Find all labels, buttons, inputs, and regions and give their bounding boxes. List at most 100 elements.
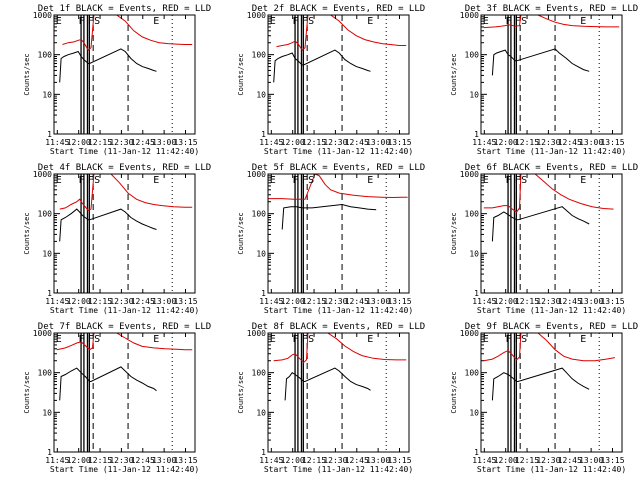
marker-label: F bbox=[506, 16, 512, 27]
x-tick-label: 13:15 bbox=[600, 456, 624, 465]
y-axis-label: Counts/sec bbox=[450, 371, 458, 413]
marker-label: E bbox=[367, 16, 373, 27]
y-axis-label: Counts/sec bbox=[23, 212, 31, 254]
y-tick-label: 10 bbox=[256, 408, 266, 417]
marker-label: E bbox=[580, 175, 586, 186]
axes-frame bbox=[53, 14, 196, 135]
marker-label: E bbox=[483, 175, 489, 186]
lld-series-line bbox=[268, 173, 408, 200]
panel-title: Det 5f BLACK = Events, RED = LLD bbox=[252, 163, 425, 173]
axes-frame bbox=[267, 173, 410, 294]
x-tick-label: 11:45 bbox=[472, 297, 496, 306]
marker-label: E bbox=[153, 175, 159, 186]
x-tick-label: 13:00 bbox=[152, 297, 176, 306]
panel-title: Det 3f BLACK = Events, RED = LLD bbox=[465, 4, 638, 14]
y-tick-label: 10 bbox=[469, 408, 479, 417]
x-axis-label: Start Time (11-Jan-12 11:42:40) bbox=[477, 465, 626, 474]
y-tick-label: 1 bbox=[474, 289, 479, 298]
x-tick-label: 12:00 bbox=[494, 297, 518, 306]
marker-label: F bbox=[302, 16, 308, 27]
x-tick-label: 13:15 bbox=[387, 456, 411, 465]
y-tick-label: 1 bbox=[47, 448, 52, 457]
x-tick-label: 12:45 bbox=[131, 297, 155, 306]
plot-area bbox=[56, 332, 193, 452]
x-axis-label: Start Time (11-Jan-12 11:42:40) bbox=[50, 306, 199, 315]
panel-title: Det 8f BLACK = Events, RED = LLD bbox=[252, 322, 425, 332]
events-series-line bbox=[59, 208, 157, 242]
axes-frame bbox=[53, 332, 196, 453]
marker-label: F bbox=[79, 175, 85, 186]
panel-1: Det 1f BLACK = Events, RED = LLD E F F S E 11:… bbox=[23, 4, 211, 156]
events-series-line bbox=[273, 49, 371, 83]
x-tick-label: 12:15 bbox=[515, 138, 539, 147]
x-tick-label: 12:30 bbox=[536, 456, 560, 465]
marker-label: S bbox=[521, 16, 527, 27]
panel-2: Det 2f BLACK = Events, RED = LLD E F F S E 11:… bbox=[237, 4, 425, 156]
marker-label: E bbox=[270, 334, 276, 345]
y-tick-label: 100 bbox=[465, 369, 480, 378]
y-tick-label: 100 bbox=[38, 51, 53, 60]
marker-label: F bbox=[88, 334, 94, 345]
lld-series-line bbox=[483, 173, 614, 213]
marker-label: S bbox=[308, 16, 314, 27]
panel-7: Det 7f BLACK = Events, RED = LLD E F F S E 11:… bbox=[23, 322, 211, 474]
x-tick-label: 12:15 bbox=[302, 456, 326, 465]
marker-label: F bbox=[515, 16, 521, 27]
y-tick-label: 100 bbox=[252, 51, 267, 60]
events-series-line bbox=[491, 367, 590, 401]
axes-frame bbox=[480, 332, 623, 453]
y-tick-label: 1000 bbox=[33, 329, 52, 338]
events-series-line bbox=[281, 203, 377, 230]
x-tick-label: 12:15 bbox=[302, 297, 326, 306]
x-tick-label: 12:00 bbox=[67, 297, 91, 306]
x-axis-label: Start Time (11-Jan-12 11:42:40) bbox=[264, 306, 413, 315]
y-tick-label: 10 bbox=[42, 249, 52, 258]
y-tick-label: 100 bbox=[38, 210, 53, 219]
y-tick-label: 100 bbox=[252, 369, 267, 378]
x-tick-label: 11:45 bbox=[472, 138, 496, 147]
x-tick-label: 13:15 bbox=[600, 138, 624, 147]
events-series-line bbox=[491, 48, 590, 76]
marker-label: S bbox=[521, 175, 527, 186]
x-tick-label: 11:45 bbox=[45, 297, 69, 306]
events-series-line bbox=[284, 367, 371, 401]
events-series-line bbox=[59, 48, 157, 83]
events-series-line bbox=[491, 206, 590, 242]
marker-label: F bbox=[293, 16, 299, 27]
axes-frame bbox=[480, 14, 623, 135]
plot-area bbox=[273, 332, 407, 452]
x-axis-label: Start Time (11-Jan-12 11:42:40) bbox=[50, 147, 199, 156]
y-tick-label: 1000 bbox=[460, 170, 479, 179]
x-tick-label: 12:00 bbox=[494, 456, 518, 465]
y-tick-label: 100 bbox=[465, 51, 480, 60]
y-tick-label: 1 bbox=[261, 289, 266, 298]
lld-series-line bbox=[483, 332, 615, 362]
x-axis-label: Start Time (11-Jan-12 11:42:40) bbox=[264, 147, 413, 156]
y-tick-label: 10 bbox=[256, 90, 266, 99]
panel-title: Det 9f BLACK = Events, RED = LLD bbox=[465, 322, 638, 332]
panel-title: Det 6f BLACK = Events, RED = LLD bbox=[465, 163, 638, 173]
x-axis-label: Start Time (11-Jan-12 11:42:40) bbox=[264, 465, 413, 474]
x-tick-label: 13:00 bbox=[366, 138, 390, 147]
plot-area bbox=[273, 14, 407, 134]
y-tick-label: 1 bbox=[47, 289, 52, 298]
y-tick-label: 1000 bbox=[247, 329, 266, 338]
marker-label: F bbox=[79, 334, 85, 345]
y-tick-label: 100 bbox=[465, 210, 480, 219]
marker-label: E bbox=[56, 334, 62, 345]
plot-area bbox=[59, 14, 193, 134]
panel-4: Det 4f BLACK = Events, RED = LLD E F F S E 11:… bbox=[23, 163, 211, 315]
y-tick-label: 10 bbox=[42, 90, 52, 99]
plot-area bbox=[268, 173, 408, 293]
marker-label: F bbox=[506, 334, 512, 345]
y-axis-label: Counts/sec bbox=[237, 53, 245, 95]
y-tick-label: 1000 bbox=[460, 11, 479, 20]
panel-title: Det 7f BLACK = Events, RED = LLD bbox=[38, 322, 211, 332]
y-axis-label: Counts/sec bbox=[23, 53, 31, 95]
panel-8: Det 8f BLACK = Events, RED = LLD E F F S E 11:… bbox=[237, 322, 425, 474]
marker-label: E bbox=[580, 16, 586, 27]
x-tick-label: 13:00 bbox=[152, 456, 176, 465]
panel-3: Det 3f BLACK = Events, RED = LLD E F F S E 11:… bbox=[450, 4, 638, 156]
